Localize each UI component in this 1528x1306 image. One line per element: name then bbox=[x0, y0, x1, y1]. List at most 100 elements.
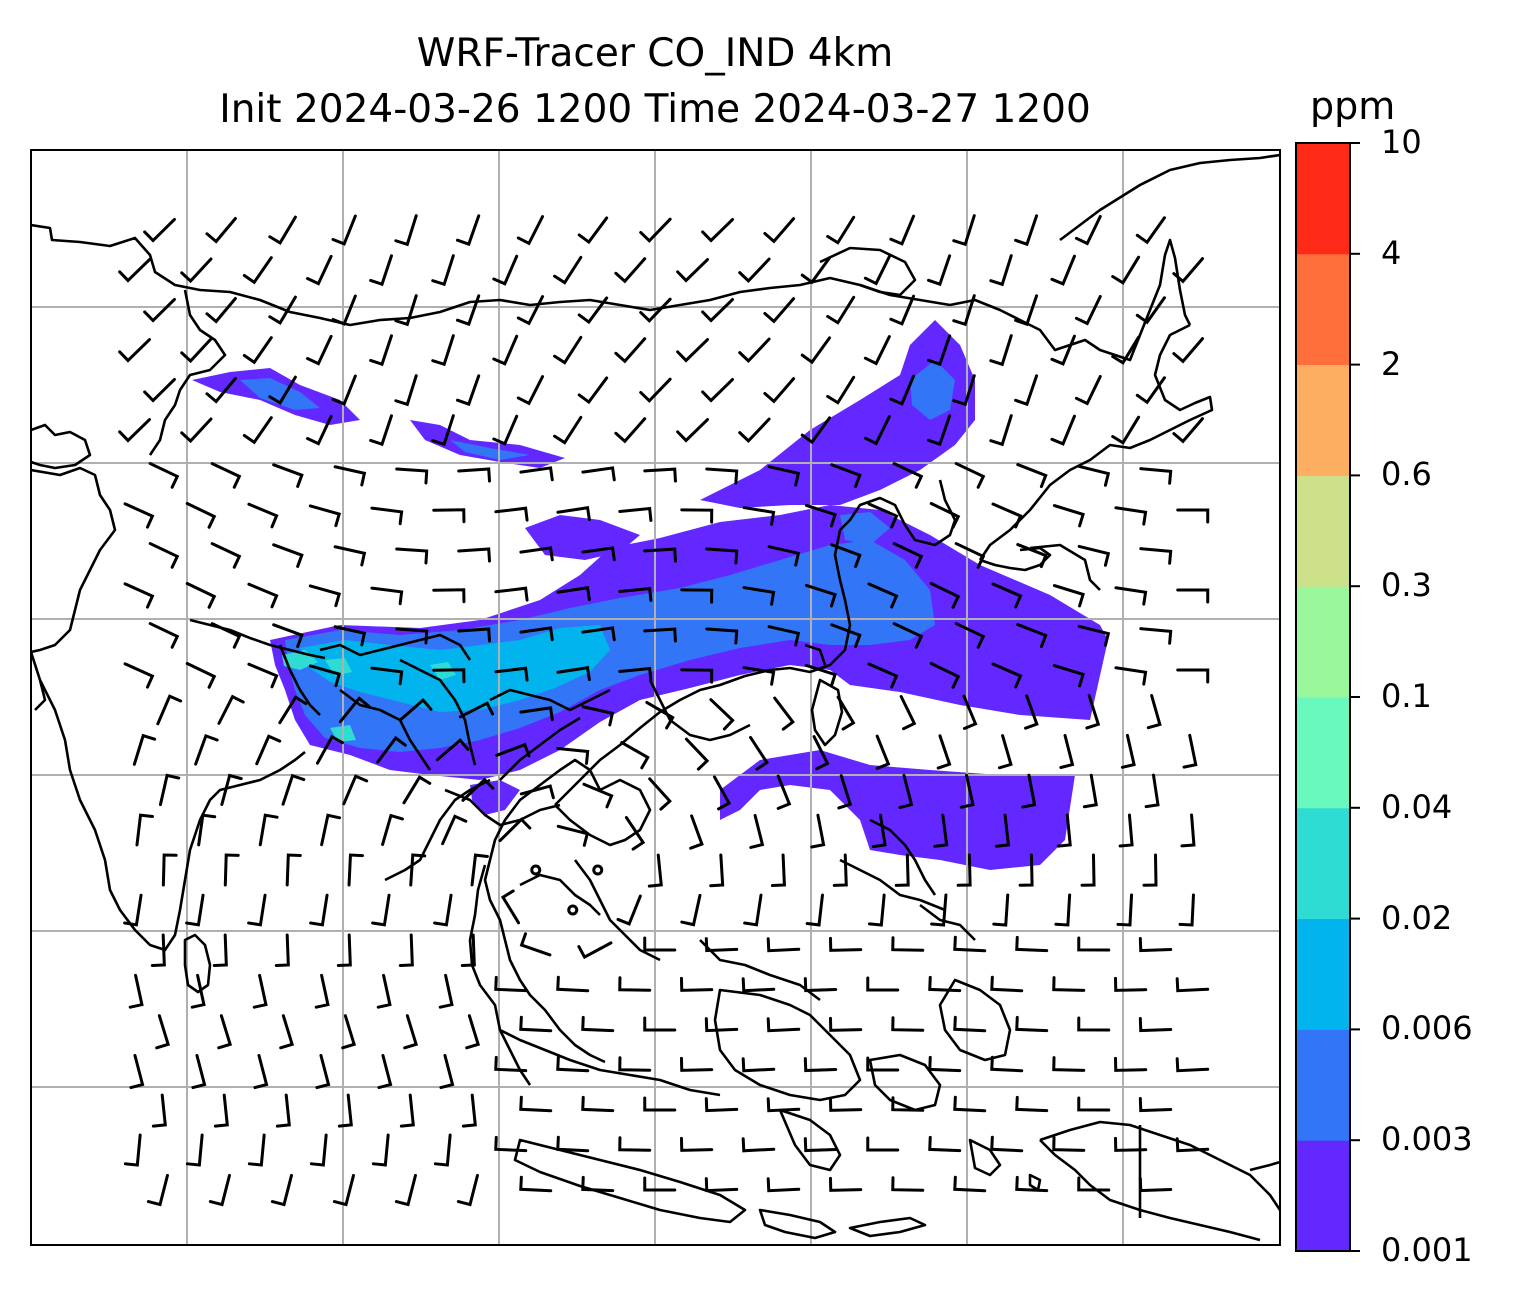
wind-barb bbox=[492, 254, 519, 286]
wind-barb bbox=[337, 1093, 353, 1128]
wind-barb bbox=[272, 463, 304, 488]
wind-barb bbox=[994, 813, 1011, 848]
wind-barb bbox=[863, 335, 891, 366]
wind-barb bbox=[749, 735, 770, 771]
wind-barb bbox=[826, 375, 856, 405]
wind-barb bbox=[180, 417, 213, 444]
wind-barb bbox=[556, 506, 591, 522]
colorbar-tick-label: 0.001 bbox=[1381, 1231, 1473, 1269]
wind-barb bbox=[275, 1093, 291, 1128]
wind-barb bbox=[394, 294, 418, 327]
wind-barb bbox=[123, 1133, 142, 1167]
wind-barb bbox=[431, 334, 455, 367]
wind-barb bbox=[680, 508, 714, 524]
wind-barb bbox=[956, 853, 972, 887]
wind-barb bbox=[962, 694, 978, 730]
wind-barb bbox=[455, 294, 481, 327]
colorbar-segment bbox=[1296, 918, 1350, 1030]
wind-barb bbox=[618, 976, 652, 992]
wind-barb bbox=[308, 504, 342, 528]
wind-barb bbox=[952, 214, 976, 247]
wind-barb bbox=[989, 254, 1013, 287]
wind-barb bbox=[1077, 936, 1111, 952]
wind-barb bbox=[185, 893, 205, 927]
wind-barb bbox=[804, 583, 837, 608]
wind-barb bbox=[185, 661, 217, 689]
wind-barb bbox=[1050, 334, 1076, 366]
wind-barb bbox=[190, 973, 206, 1009]
colorbar-segment bbox=[1296, 364, 1350, 476]
colorbar-tick-label: 0.3 bbox=[1381, 566, 1432, 605]
wind-barb bbox=[194, 733, 219, 766]
colorbar-tick-label: 0.02 bbox=[1381, 898, 1453, 937]
wind-barb bbox=[371, 893, 391, 927]
wind-barb bbox=[803, 1137, 838, 1153]
wind-barb bbox=[516, 295, 545, 326]
wind-barb bbox=[1142, 853, 1158, 887]
wind-barb bbox=[577, 941, 613, 960]
wind-barb bbox=[679, 1056, 714, 1072]
wind-barb bbox=[867, 893, 886, 927]
wind-barb bbox=[146, 1173, 169, 1207]
wind-barb bbox=[212, 933, 228, 967]
wind-barb bbox=[863, 415, 891, 446]
wind-barb bbox=[247, 662, 279, 689]
wind-barb bbox=[614, 257, 647, 284]
wind-barb bbox=[315, 1053, 331, 1090]
wind-barb bbox=[519, 932, 552, 957]
wind-barb bbox=[803, 977, 838, 993]
wind-barb bbox=[1015, 1095, 1049, 1113]
wind-barb bbox=[928, 1055, 962, 1073]
wind-barb bbox=[148, 542, 180, 569]
wind-barb bbox=[889, 374, 916, 406]
wind-barb bbox=[516, 375, 545, 406]
wind-barb bbox=[470, 853, 489, 887]
wind-barb bbox=[810, 813, 826, 849]
wind-barb bbox=[247, 893, 267, 927]
wind-barb bbox=[556, 586, 591, 602]
wind-barb bbox=[1111, 335, 1141, 365]
wind-barb bbox=[643, 936, 677, 952]
wind-barb bbox=[928, 975, 962, 993]
wind-barb bbox=[959, 773, 975, 809]
wind-barb bbox=[828, 936, 863, 952]
wind-barb bbox=[519, 1095, 553, 1113]
wind-barb bbox=[1114, 666, 1148, 686]
plot-title-line-2: Init 2024-03-26 1200 Time 2024-03-27 120… bbox=[219, 87, 1091, 132]
colorbar-tick-label: 0.04 bbox=[1381, 787, 1453, 826]
wind-barb bbox=[618, 1136, 652, 1152]
wind-barb bbox=[270, 1173, 293, 1207]
wind-barb bbox=[191, 1053, 207, 1090]
wind-barb bbox=[1138, 1177, 1173, 1193]
wind-barb bbox=[395, 547, 429, 565]
map-frame bbox=[30, 149, 1281, 1246]
wind-barb bbox=[643, 547, 677, 563]
wind-barb bbox=[331, 374, 357, 406]
wind-barb bbox=[704, 1017, 739, 1033]
wind-barb bbox=[1052, 1056, 1086, 1072]
wind-barb bbox=[494, 586, 529, 602]
wind-barb bbox=[863, 255, 891, 286]
wind-barb bbox=[1111, 255, 1141, 285]
wind-barb bbox=[1118, 813, 1134, 848]
wind-barb bbox=[123, 582, 155, 609]
wind-barb bbox=[953, 1175, 987, 1193]
wind-barb bbox=[1113, 1056, 1148, 1072]
wind-barb bbox=[556, 1055, 590, 1073]
wind-barb bbox=[577, 376, 609, 405]
graticule bbox=[31, 150, 1280, 1245]
wind-barb bbox=[118, 258, 152, 283]
wind-barb bbox=[438, 973, 454, 1009]
wind-barb bbox=[709, 698, 735, 731]
wind-barb bbox=[742, 506, 776, 526]
wind-barb bbox=[927, 254, 952, 287]
wind-barb bbox=[519, 706, 554, 722]
wind-barb bbox=[315, 734, 345, 765]
wind-barb bbox=[210, 542, 242, 569]
wind-barb bbox=[581, 546, 616, 562]
wind-barb bbox=[709, 853, 725, 888]
wind-barb bbox=[679, 1136, 714, 1152]
wind-barb bbox=[1015, 935, 1049, 953]
wind-barb bbox=[891, 936, 925, 952]
